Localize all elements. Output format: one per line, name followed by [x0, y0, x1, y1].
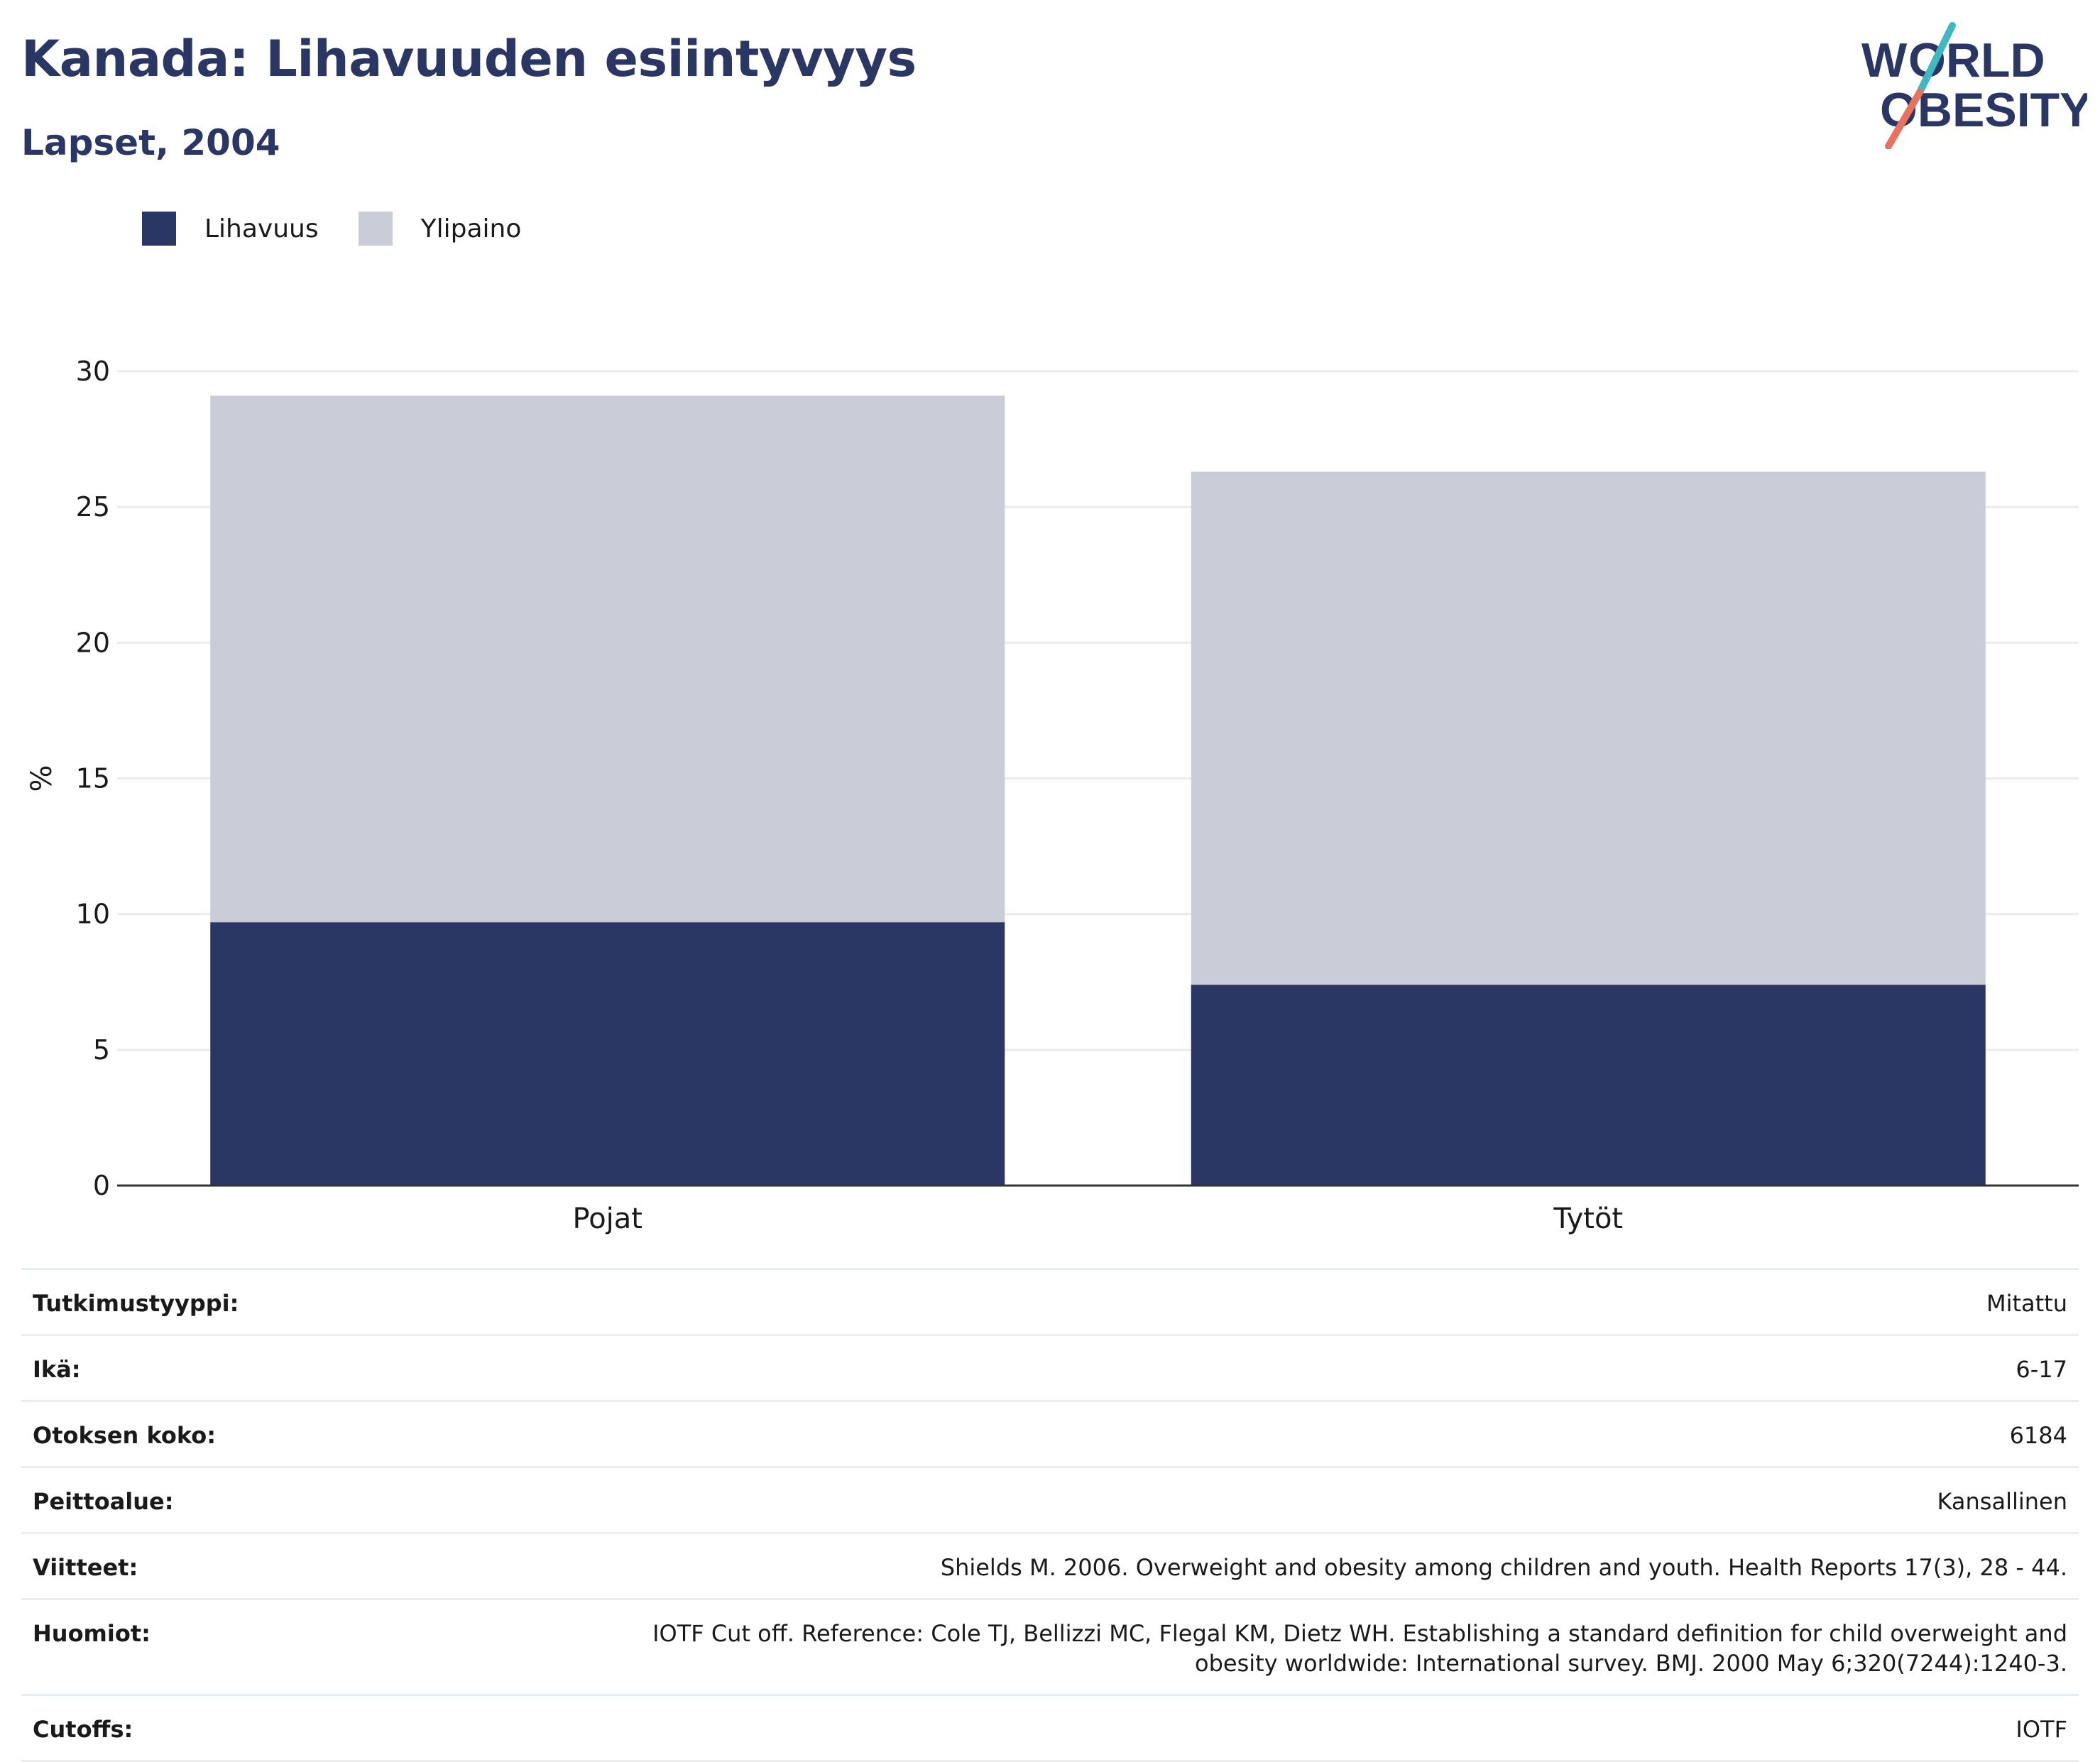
info-row: Peittoalue: Kansallinen: [21, 1466, 2079, 1532]
stacked-bar-chart: 0 5 10 15 20 25 30% Pojat Tytöt: [26, 356, 2079, 1235]
legend-item-lihavuus: Lihavuus: [142, 212, 319, 246]
bar-ylipaino-tytöt: [1191, 471, 1986, 985]
y-tick-label: 20: [76, 627, 110, 658]
legend-label-ylipaino: Ylipaino: [420, 214, 522, 243]
y-tick-label: 0: [93, 1170, 110, 1201]
info-row: Otoksen koko: 6184: [21, 1400, 2079, 1466]
info-value: Kansallinen: [1937, 1488, 2067, 1515]
svg-text:W: W: [1861, 33, 1908, 87]
bar-lihavuus-tytöt: [1191, 985, 1986, 1186]
legend-item-ylipaino: Ylipaino: [358, 212, 522, 246]
legend-swatch-lihavuus: [142, 212, 176, 246]
y-tick-label: 25: [76, 491, 110, 522]
svg-text:ORLD: ORLD: [1908, 33, 2045, 87]
chart-title: Kanada: Lihavuuden esiintyvyys: [21, 30, 917, 88]
chart-legend: Lihavuus Ylipaino: [142, 210, 561, 247]
info-row: Ikä: 6-17: [21, 1334, 2079, 1400]
study-info-table: Tutkimustyyppi: Mitattu Ikä: 6-17 Otoksen ko…: [21, 1268, 2079, 1762]
info-label: Otoksen koko:: [33, 1422, 217, 1449]
svg-text:OBESITY: OBESITY: [1880, 83, 2087, 137]
y-tick-label: 5: [93, 1034, 110, 1066]
info-label: Ikä:: [33, 1356, 81, 1383]
legend-swatch-ylipaino: [358, 212, 393, 246]
bar-lihavuus-pojat: [210, 922, 1005, 1186]
info-label: Viitteet:: [33, 1554, 138, 1581]
info-value: 6184: [2009, 1422, 2067, 1449]
info-label: Cutoffs:: [33, 1716, 133, 1743]
y-tick-label: 30: [76, 356, 110, 387]
x-tick-label: Pojat: [573, 1203, 642, 1235]
info-value: IOTF Cut off. Reference: Cole TJ, Belliz…: [652, 1620, 2067, 1677]
info-row: Cutoffs: IOTF: [21, 1694, 2079, 1762]
info-value: IOTF: [2016, 1716, 2067, 1743]
info-label: Peittoalue:: [33, 1488, 174, 1515]
info-label: Huomiot:: [33, 1620, 151, 1647]
info-value: Shields M. 2006. Overweight and obesity …: [940, 1554, 2067, 1581]
info-value: Mitattu: [1986, 1290, 2067, 1317]
info-row: Viitteet: Shields M. 2006. Overweight and…: [21, 1532, 2079, 1598]
y-tick-label: 15: [76, 763, 110, 794]
info-value: 6-17: [2016, 1356, 2067, 1383]
chart-subtitle: Lapset, 2004: [21, 122, 280, 163]
world-obesity-logo: W ORLD OBESITY: [1861, 22, 2087, 149]
legend-label-lihavuus: Lihavuus: [204, 214, 319, 243]
bar-ylipaino-pojat: [210, 395, 1005, 923]
info-label: Tutkimustyyppi:: [33, 1290, 239, 1317]
info-row: Tutkimustyyppi: Mitattu: [21, 1268, 2079, 1334]
x-tick-label: Tytöt: [1553, 1203, 1623, 1235]
info-row: Huomiot: IOTF Cut off. Reference: Cole TJ…: [21, 1598, 2079, 1694]
y-tick-label: 10: [76, 899, 110, 930]
y-axis-label: %: [26, 765, 58, 792]
